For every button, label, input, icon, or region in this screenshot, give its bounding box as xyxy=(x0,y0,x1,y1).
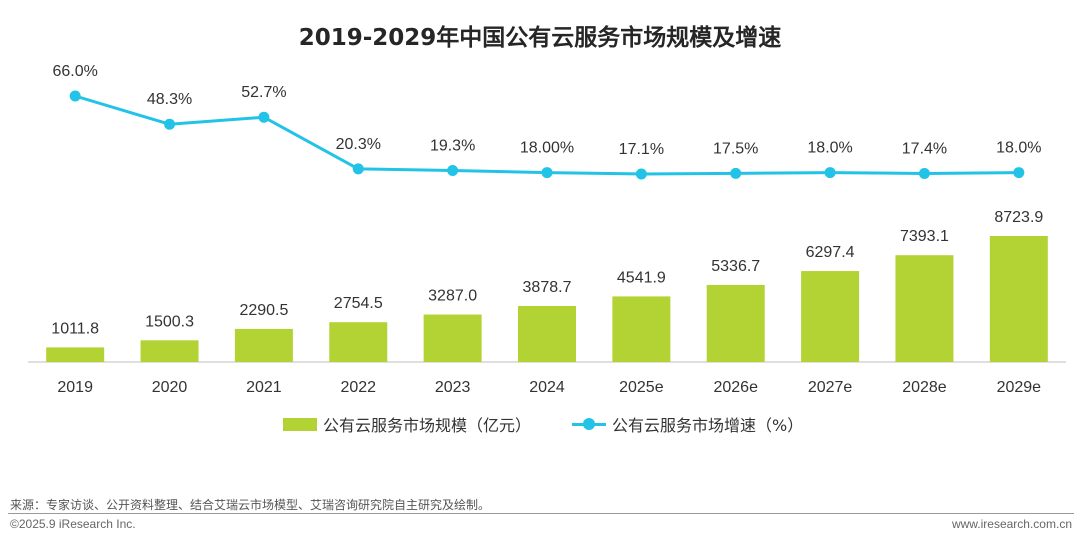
growth-label-2022: 20.3% xyxy=(336,136,381,153)
bar-label-2022: 2754.5 xyxy=(334,295,383,312)
bar-label-2024: 3878.7 xyxy=(523,279,572,296)
bar-label-2027e: 6297.4 xyxy=(806,244,855,261)
growth-point-2022[interactable] xyxy=(352,163,364,175)
bar-label-2021: 2290.5 xyxy=(239,302,288,319)
growth-point-2025e[interactable] xyxy=(635,168,647,180)
bar-2027e[interactable] xyxy=(801,271,860,362)
growth-point-2020[interactable] xyxy=(164,118,176,130)
x-tick-2028e: 2028e xyxy=(902,379,947,396)
bar-label-2029e: 8723.9 xyxy=(994,209,1043,226)
bar-2023[interactable] xyxy=(423,314,482,362)
growth-point-2019[interactable] xyxy=(69,90,81,102)
legend-swatch-bar xyxy=(283,417,317,431)
footer-divider xyxy=(8,513,1074,514)
line-series xyxy=(69,90,1025,180)
growth-label-2023: 19.3% xyxy=(430,137,475,154)
growth-point-2028e[interactable] xyxy=(918,168,930,180)
growth-label-2021: 52.7% xyxy=(241,84,286,101)
bar-series xyxy=(46,236,1048,362)
bar-label-2019: 1011.8 xyxy=(51,320,99,337)
x-tick-2025e: 2025e xyxy=(619,379,664,396)
bar-2019[interactable] xyxy=(46,347,105,362)
growth-point-2023[interactable] xyxy=(447,164,459,176)
growth-label-2025e: 17.1% xyxy=(619,141,664,158)
bar-2024[interactable] xyxy=(518,305,576,362)
bar-label-2026e: 5336.7 xyxy=(711,258,760,275)
growth-point-2026e[interactable] xyxy=(730,167,742,179)
legend-label-bar: 公有云服务市场规模（亿元） xyxy=(323,416,532,435)
website-link[interactable]: www.iresearch.com.cn xyxy=(951,517,1072,531)
legend-label-line: 公有云服务市场增速（%） xyxy=(612,416,804,435)
bar-label-2025e: 4541.9 xyxy=(617,269,666,286)
growth-label-2019: 66.0% xyxy=(52,63,97,80)
growth-point-2029e[interactable] xyxy=(1013,167,1025,179)
growth-point-2024[interactable] xyxy=(541,167,553,179)
legend-item-line[interactable]: 公有云服务市场增速（%） xyxy=(572,412,803,436)
growth-label-2029e: 18.0% xyxy=(996,140,1041,157)
growth-label-2024: 18.00% xyxy=(520,140,574,157)
legend-swatch-line xyxy=(572,417,606,430)
x-tick-2029e: 2029e xyxy=(997,379,1042,396)
bar-2020[interactable] xyxy=(140,340,199,362)
growth-point-2027e[interactable] xyxy=(824,167,836,179)
growth-point-2021[interactable] xyxy=(258,111,270,123)
bar-label-2023: 3287.0 xyxy=(428,288,477,305)
bar-2022[interactable] xyxy=(329,322,388,362)
bar-label-2020: 1500.3 xyxy=(145,313,194,330)
x-tick-2021: 2021 xyxy=(246,379,282,396)
bar-2021[interactable] xyxy=(234,328,293,362)
x-tick-2019: 2019 xyxy=(57,379,93,396)
x-tick-2024: 2024 xyxy=(529,379,565,396)
source-note: 来源：专家访谈、公开资料整理、结合艾瑞云市场模型、艾瑞咨询研究院自主研究及绘制。 xyxy=(10,498,491,512)
line-label-group: 66.0% 48.3% 52.7% 20.3% 19.3% 18.00% 17.1% 17.5… xyxy=(52,63,1041,158)
growth-label-2028e: 17.4% xyxy=(902,141,947,158)
bar-label-group: 1011.8 1500.3 2290.5 2754.5 3287.0 3878.7 4541… xyxy=(51,209,1043,337)
bar-2025e[interactable] xyxy=(612,296,671,362)
chart-title: 2019-2029年中国公有云服务市场规模及增速 xyxy=(298,25,782,51)
bar-2028e[interactable] xyxy=(895,255,954,362)
growth-line xyxy=(74,94,1019,176)
legend-item-bar[interactable]: 公有云服务市场规模（亿元） xyxy=(283,412,531,436)
legend: 公有云服务市场规模（亿元） 公有云服务市场增速（%） xyxy=(0,412,1080,436)
x-tick-group: 2019 2020 2021 2022 2023 2024 2025e 2026e 2027e 2… xyxy=(57,379,1041,396)
growth-label-2026e: 17.5% xyxy=(713,140,758,157)
growth-label-2020: 48.3% xyxy=(147,91,192,108)
x-tick-2026e: 2026e xyxy=(713,379,758,396)
x-tick-2022: 2022 xyxy=(340,379,376,396)
copyright-text: ©2025.9 iResearch Inc. xyxy=(10,517,136,531)
bar-label-2028e: 7393.1 xyxy=(900,228,949,245)
growth-label-2027e: 18.0% xyxy=(807,140,852,157)
bar-2029e[interactable] xyxy=(989,236,1048,362)
x-tick-2023: 2023 xyxy=(435,379,471,396)
x-tick-2020: 2020 xyxy=(152,379,188,396)
x-tick-2027e: 2027e xyxy=(808,379,853,396)
bar-2026e[interactable] xyxy=(706,284,765,362)
